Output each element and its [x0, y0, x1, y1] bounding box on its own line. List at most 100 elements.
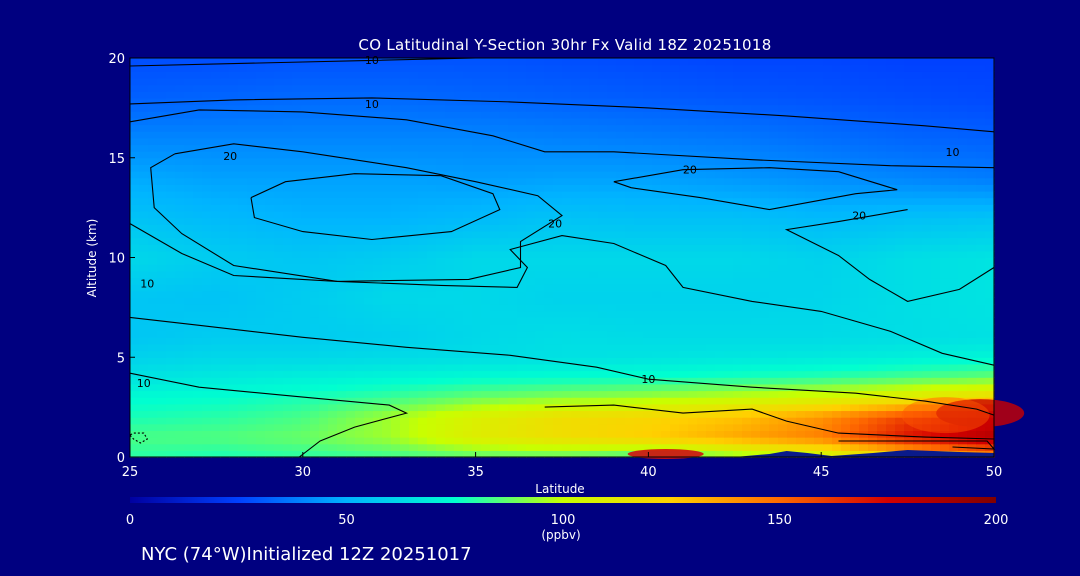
field-cell — [886, 297, 896, 305]
field-cell — [238, 131, 248, 139]
field-cell — [967, 171, 977, 179]
field-cell — [760, 297, 770, 305]
field-cell — [652, 410, 662, 418]
field-cell — [247, 357, 257, 365]
field-cell — [319, 257, 329, 265]
field-cell — [670, 184, 680, 192]
field-cell — [679, 277, 689, 285]
field-cell — [355, 250, 365, 259]
field-cell — [985, 117, 995, 126]
field-cell — [499, 330, 509, 338]
field-cell — [940, 284, 950, 292]
field-cell — [265, 370, 275, 378]
field-cell — [148, 343, 158, 352]
field-cell — [571, 250, 581, 259]
field-cell — [175, 131, 185, 139]
field-cell — [841, 164, 851, 172]
field-cell — [805, 337, 815, 345]
field-cell — [670, 343, 680, 352]
field-cell — [157, 297, 167, 305]
field-cell — [283, 450, 293, 458]
field-cell — [238, 343, 248, 352]
field-cell — [598, 423, 608, 431]
field-cell — [814, 204, 824, 212]
field-cell — [508, 443, 518, 451]
field-cell — [661, 144, 671, 152]
field-cell — [976, 137, 986, 146]
field-cell — [526, 377, 536, 385]
field-cell — [535, 397, 545, 405]
field-cell — [787, 244, 797, 252]
field-cell — [904, 350, 914, 358]
field-cell — [706, 111, 716, 119]
field-cell — [904, 204, 914, 212]
field-cell — [544, 217, 554, 225]
field-cell — [175, 237, 185, 245]
field-cell — [796, 250, 806, 259]
field-cell — [310, 297, 320, 305]
field-cell — [463, 177, 473, 185]
field-cell — [625, 410, 635, 418]
field-cell — [526, 370, 536, 378]
field-cell — [148, 104, 158, 112]
field-cell — [292, 443, 302, 451]
field-cell — [643, 370, 653, 378]
field-cell — [346, 137, 356, 146]
field-cell — [589, 257, 599, 265]
field-cell — [670, 137, 680, 146]
field-cell — [562, 124, 572, 132]
field-cell — [562, 184, 572, 192]
field-cell — [490, 264, 500, 272]
field-cell — [724, 350, 734, 358]
field-cell — [202, 264, 212, 272]
field-cell — [760, 390, 770, 398]
field-cell — [724, 383, 734, 392]
field-cell — [499, 284, 509, 292]
field-cell — [742, 343, 752, 352]
field-cell — [940, 430, 950, 438]
field-cell — [688, 177, 698, 185]
field-cell — [895, 204, 905, 212]
field-cell — [373, 151, 383, 159]
field-cell — [643, 403, 653, 412]
field-cell — [967, 111, 977, 119]
field-cell — [589, 310, 599, 318]
field-cell — [841, 317, 851, 325]
field-cell — [364, 230, 374, 239]
field-cell — [139, 230, 149, 239]
field-cell — [310, 157, 320, 165]
field-cell — [742, 224, 752, 232]
field-cell — [832, 224, 842, 232]
field-cell — [634, 417, 644, 425]
field-cell — [166, 383, 176, 392]
field-cell — [274, 224, 284, 232]
field-cell — [436, 277, 446, 285]
field-cell — [760, 177, 770, 185]
field-cell — [220, 443, 230, 451]
field-cell — [382, 184, 392, 192]
field-cell — [292, 257, 302, 265]
field-cell — [580, 117, 590, 126]
field-cell — [571, 383, 581, 392]
field-cell — [544, 157, 554, 165]
field-cell — [670, 370, 680, 378]
field-cell — [904, 330, 914, 338]
field-cell — [130, 397, 140, 405]
field-cell — [139, 350, 149, 358]
field-cell — [310, 390, 320, 398]
field-cell — [733, 217, 743, 225]
field-cell — [535, 217, 545, 225]
field-cell — [544, 210, 554, 219]
field-cell — [130, 310, 140, 318]
field-cell — [832, 383, 842, 392]
field-cell — [238, 117, 248, 126]
field-cell — [391, 197, 401, 205]
field-cell — [985, 284, 995, 292]
field-cell — [481, 403, 491, 412]
field-cell — [679, 204, 689, 212]
field-cell — [238, 264, 248, 272]
field-cell — [148, 224, 158, 232]
field-cell — [661, 423, 671, 431]
field-cell — [508, 297, 518, 305]
field-cell — [517, 137, 527, 146]
